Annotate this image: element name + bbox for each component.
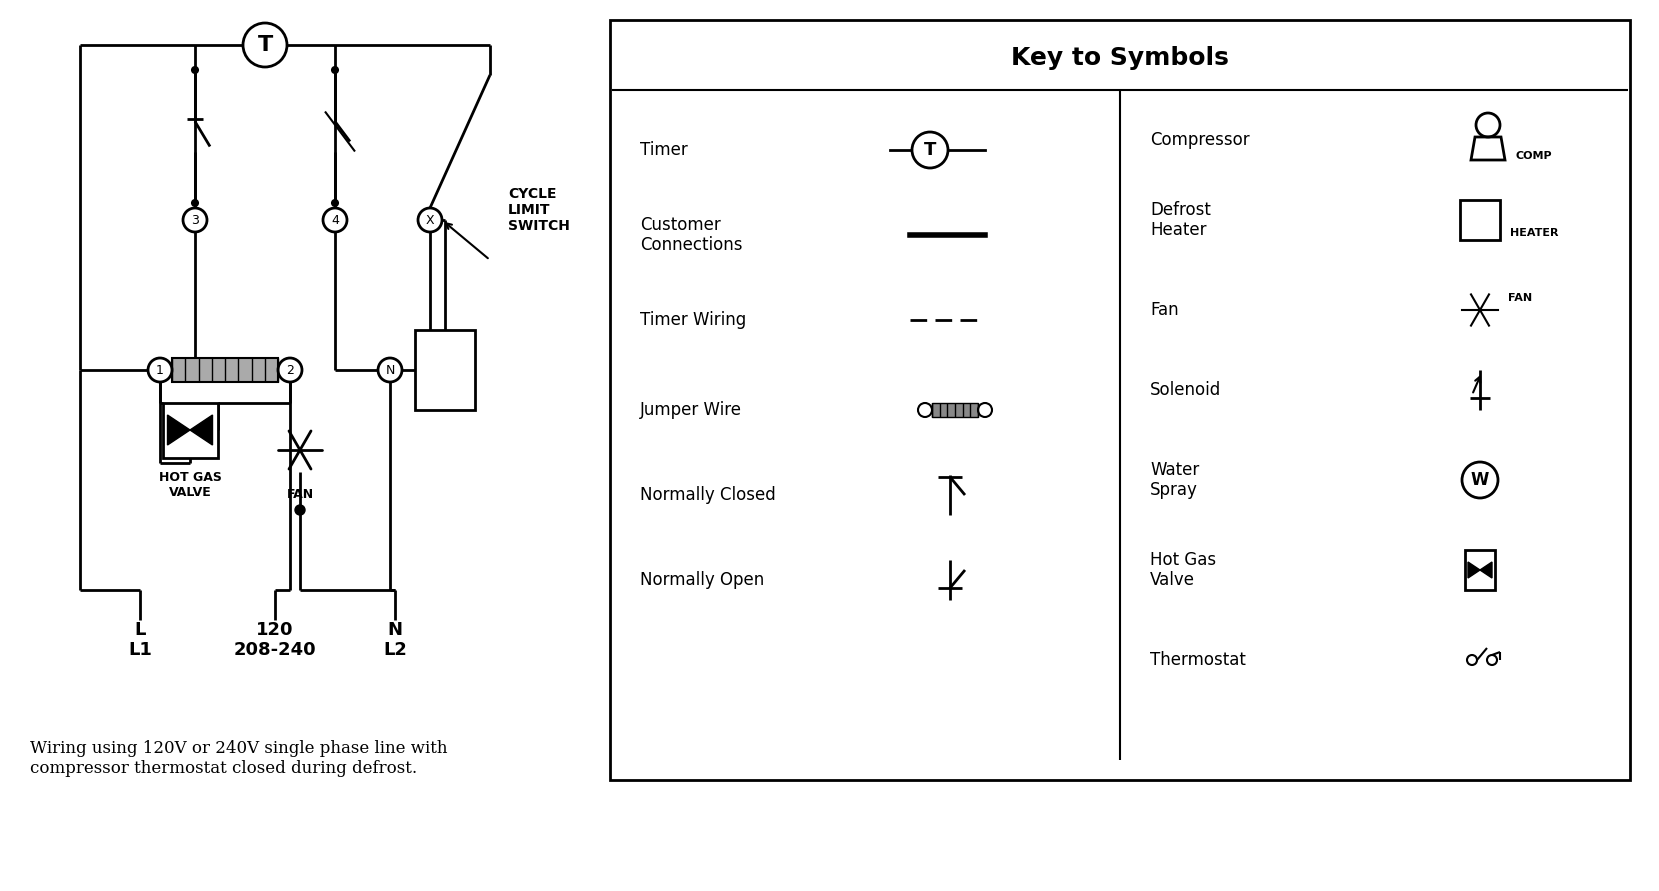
Circle shape (378, 358, 401, 382)
Polygon shape (191, 415, 212, 445)
Text: Normally Closed: Normally Closed (640, 486, 776, 504)
Text: T: T (257, 35, 272, 55)
Text: L1: L1 (128, 641, 153, 659)
Polygon shape (1480, 562, 1491, 578)
Circle shape (332, 67, 338, 73)
Text: Wiring using 120V or 240V single phase line with
compressor thermostat closed du: Wiring using 120V or 240V single phase l… (30, 740, 448, 777)
Text: Solenoid: Solenoid (1150, 381, 1221, 399)
Polygon shape (168, 415, 191, 445)
Bar (1465, 550, 1495, 590)
Bar (173, 358, 279, 382)
Text: Fan: Fan (1150, 301, 1178, 319)
Text: W: W (1472, 471, 1490, 489)
Circle shape (917, 403, 932, 417)
Text: Normally Open: Normally Open (640, 571, 765, 589)
Text: 4: 4 (332, 214, 338, 226)
Circle shape (332, 200, 338, 206)
Text: HEATER: HEATER (1510, 228, 1558, 238)
Text: 2: 2 (285, 364, 294, 377)
Text: Timer Wiring: Timer Wiring (640, 311, 747, 329)
Text: L: L (134, 621, 146, 639)
Text: FAN: FAN (1508, 293, 1533, 303)
Circle shape (182, 208, 207, 232)
Circle shape (242, 23, 287, 67)
Text: Timer: Timer (640, 141, 688, 159)
Text: X: X (426, 214, 435, 226)
Bar (611, 20, 1631, 780)
Text: Thermostat: Thermostat (1150, 651, 1246, 669)
Text: Key to Symbols: Key to Symbols (1010, 46, 1229, 70)
Text: Customer
Connections: Customer Connections (640, 216, 743, 255)
Text: Hot Gas
Valve: Hot Gas Valve (1150, 551, 1216, 590)
Text: Compressor: Compressor (1150, 131, 1249, 149)
Circle shape (279, 358, 302, 382)
Circle shape (1462, 462, 1498, 498)
Circle shape (418, 208, 441, 232)
Circle shape (1486, 655, 1496, 665)
Text: 3: 3 (191, 214, 199, 226)
Circle shape (295, 505, 305, 515)
Bar (415, 330, 474, 410)
Text: 208-240: 208-240 (234, 641, 317, 659)
Circle shape (1467, 655, 1477, 665)
Text: CYCLE
LIMIT
SWITCH: CYCLE LIMIT SWITCH (508, 187, 571, 233)
Text: 1: 1 (156, 364, 164, 377)
Text: L2: L2 (383, 641, 406, 659)
Text: Defrost
Heater: Defrost Heater (1150, 200, 1211, 240)
Text: N: N (385, 364, 395, 377)
Text: HOT GAS
VALVE: HOT GAS VALVE (159, 471, 221, 499)
Bar (163, 403, 217, 457)
Text: Jumper Wire: Jumper Wire (640, 401, 742, 419)
Text: N: N (388, 621, 403, 639)
Circle shape (192, 67, 197, 73)
Text: FAN: FAN (287, 488, 314, 502)
Circle shape (912, 132, 947, 168)
Circle shape (192, 200, 197, 206)
Text: COMP: COMP (1515, 151, 1551, 161)
Bar (932, 403, 979, 417)
Circle shape (148, 358, 173, 382)
Circle shape (979, 403, 992, 417)
Bar (1460, 200, 1500, 240)
Text: 120: 120 (255, 621, 294, 639)
Text: Water
Spray: Water Spray (1150, 461, 1199, 499)
Circle shape (324, 208, 347, 232)
Circle shape (1477, 113, 1500, 137)
Text: T: T (924, 141, 936, 159)
Polygon shape (1468, 562, 1480, 578)
